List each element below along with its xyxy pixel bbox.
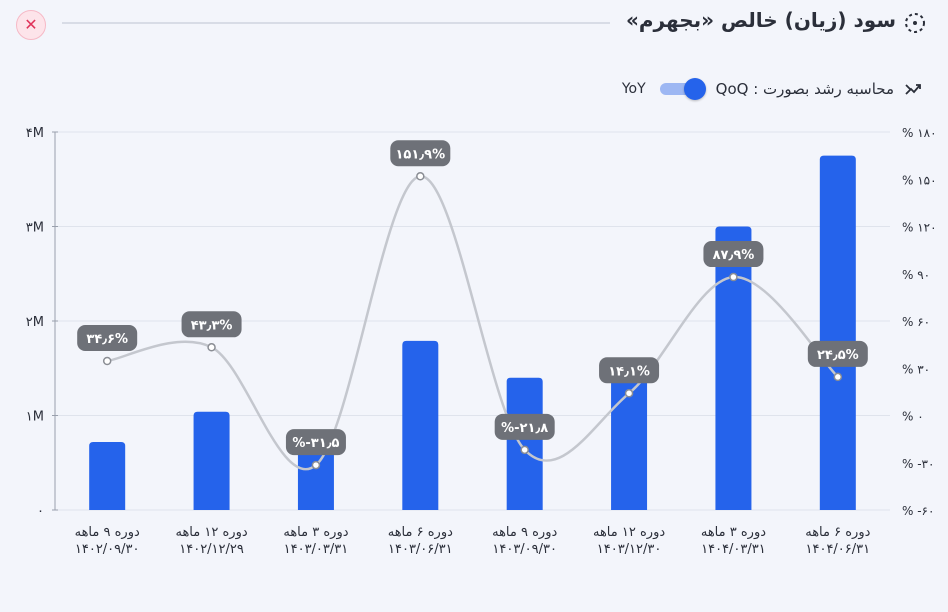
y-axis-tick-label: ۱M [26,410,44,425]
bar [297,445,334,510]
x-axis-tick-date-label: ۱۴۰۴/۰۳/۳۱ [701,542,766,557]
growth-data-label: ۱۴٫۱% [608,364,650,379]
bar [506,377,543,510]
x-axis-tick-date-label: ۱۴۰۲/۱۲/۲۹ [179,542,244,557]
y2-axis-tick-label: % ۶۰ [902,315,930,329]
growth-data-label: %-۲۱٫۸ [501,421,548,436]
growth-point [520,445,529,455]
growth-point [624,389,634,398]
x-axis-tick-date-label: ۱۴۰۳/۰۹/۳۰ [492,542,557,557]
y2-axis-tick-label: % ۳۰ [902,362,930,376]
growth-label-bg [599,357,660,384]
x-axis-tick-label: دوره ۳ ماهه [283,525,348,540]
growth-label-bg [494,413,555,440]
growth-data-label: ۱۵۱٫۹% [395,147,445,162]
bar [193,411,230,510]
y2-axis-tick-label: % ۱۲۰ [902,221,937,235]
growth-mode-toggle-row: محاسبه رشد بصورت : QoQ YoY [622,76,922,102]
y2-axis-tick-label: % -۶۰ [902,504,934,518]
x-axis-tick-label: دوره ۱۲ ماهه [593,525,665,540]
y-axis-tick-label: ۰ [37,504,44,519]
dotted-circle-icon [905,13,925,33]
y2-axis-tick-label: % ۱۸۰ [902,126,937,140]
bar [819,155,856,510]
x-axis-tick-label: دوره ۱۲ ماهه [175,525,247,540]
growth-label-bg [181,311,242,338]
x-axis-tick-label: دوره ۹ ماهه [75,525,140,540]
x-axis-tick-date-label: ۱۴۰۲/۰۹/۳۰ [75,542,140,557]
y-axis-tick-label: ۲M [26,315,44,330]
growth-point [833,372,843,382]
yoy-option-label[interactable]: YoY [621,81,646,97]
y2-axis-tick-label: % ۹۰ [902,268,930,282]
growth-point [207,343,216,352]
title-divider [62,22,610,24]
trend-arrows-icon [905,84,921,95]
growth-mode-label: محاسبه رشد بصورت : QoQ [715,80,894,98]
growth-data-label: ۴۳٫۳% [191,318,233,333]
growth-point [311,460,321,470]
switch-knob [683,78,706,100]
growth-point [102,356,112,366]
growth-label-bg [77,325,138,352]
y2-axis-tick-label: % -۳۰ [902,457,934,471]
y2-axis-tick-label: % ۰ [902,410,924,424]
growth-mode-switch[interactable] [659,78,706,100]
growth-label-bg [703,241,764,268]
growth-point [416,172,425,181]
page-title: سود (زیان) خالص «بجهرم» [625,8,896,32]
y2-axis-tick-label: % ۱۵۰ [902,173,937,187]
y-axis-tick-label: ۴M [26,126,44,141]
x-axis-tick-label: دوره ۹ ماهه [492,525,557,540]
x-axis-tick-label: دوره ۳ ماهه [701,525,766,540]
growth-label-bg [390,140,451,167]
x-axis-tick-date-label: ۱۴۰۴/۰۶/۳۱ [806,542,871,557]
bar [715,226,752,510]
growth-data-label: ۳۴٫۶% [86,332,128,347]
x-axis-tick-date-label: ۱۴۰۳/۱۲/۳۰ [597,542,662,557]
growth-label-bg [807,340,868,367]
x-axis-tick-date-label: ۱۴۰۳/۰۳/۳۱ [284,542,349,557]
close-button[interactable]: ✕ [16,10,46,40]
growth-data-label: ۸۷٫۹% [713,248,755,263]
growth-data-label: ۲۴٫۵% [817,348,859,363]
x-axis-tick-label: دوره ۶ ماهه [388,525,453,540]
x-axis-tick-date-label: ۱۴۰۳/۰۶/۳۱ [388,542,453,557]
x-axis-tick-label: دوره ۶ ماهه [805,525,870,540]
bar [402,340,439,510]
bar [611,360,648,510]
growth-label-bg [285,429,346,456]
growth-line [106,175,839,471]
close-icon: ✕ [24,15,38,34]
growth-data-label: %-۳۱٫۵ [292,436,339,451]
bar [89,441,126,510]
growth-point [729,272,738,282]
y-axis-tick-label: ۳M [26,221,44,236]
